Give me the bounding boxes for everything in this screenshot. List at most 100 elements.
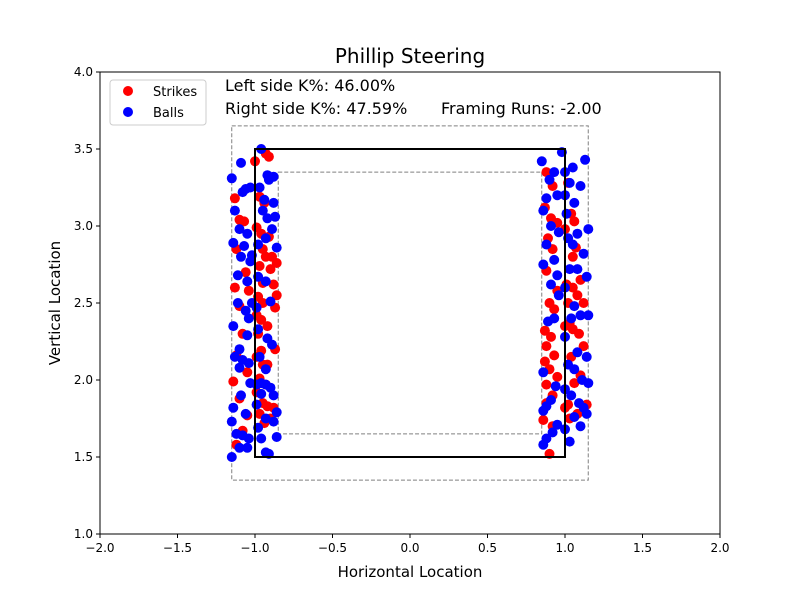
balls-point-40 <box>254 182 265 193</box>
balls-point-27 <box>236 390 246 401</box>
legend-box <box>109 79 207 126</box>
strikes-point-68 <box>549 350 560 361</box>
balls-point-126 <box>569 364 580 375</box>
balls-point-21 <box>234 344 245 355</box>
balls-point-52 <box>260 276 271 287</box>
balls-point-17 <box>240 305 251 316</box>
plot-area <box>100 72 720 534</box>
strikes-point-30 <box>268 279 279 290</box>
balls-point-1 <box>236 157 246 168</box>
x-tick-label-3: −0.5 <box>318 541 347 555</box>
y-tick-label-3: 2.5 <box>74 296 93 310</box>
strikes-point-97 <box>569 378 580 389</box>
balls-point-110 <box>583 224 594 235</box>
balls-point-29 <box>240 408 251 419</box>
balls-point-15 <box>232 298 243 308</box>
balls-point-20 <box>242 330 253 341</box>
balls-point-71 <box>256 433 267 444</box>
strikes-point-27 <box>254 261 265 271</box>
x-tick-label-4: 0.0 <box>400 541 419 555</box>
legend-marker-strikes <box>123 86 133 96</box>
balls-point-75 <box>536 156 547 167</box>
balls-point-123 <box>572 347 583 358</box>
y-tick-label-2: 2.0 <box>74 373 93 387</box>
balls-point-86 <box>552 270 563 281</box>
balls-point-113 <box>578 248 589 259</box>
balls-point-54 <box>265 296 276 307</box>
strikes-point-94 <box>578 341 589 352</box>
balls-point-47 <box>267 224 277 235</box>
balls-point-92 <box>550 381 561 392</box>
balls-point-81 <box>546 221 556 231</box>
balls-point-25 <box>234 362 245 373</box>
balls-point-8 <box>228 237 239 248</box>
balls-point-84 <box>549 254 560 265</box>
balls-point-6 <box>234 224 245 235</box>
strikes-point-93 <box>574 328 584 339</box>
balls-point-105 <box>580 154 591 165</box>
strikes-point-66 <box>546 331 556 342</box>
balls-point-108 <box>561 208 572 219</box>
balls-point-11 <box>236 251 246 262</box>
balls-point-65 <box>268 390 279 401</box>
right-k-annotation: Right side K%: 47.59% <box>225 99 407 118</box>
balls-point-133 <box>581 408 592 419</box>
x-tick-label-8: 2.0 <box>710 541 729 555</box>
strikes-point-67 <box>541 341 552 352</box>
balls-point-42 <box>259 194 270 205</box>
balls-point-76 <box>544 174 555 185</box>
strikes-point-10 <box>242 367 253 378</box>
legend-marker-balls <box>123 107 133 117</box>
legend-label-strikes: Strikes <box>153 85 197 100</box>
framing-runs-annotation: Framing Runs: -2.00 <box>441 99 602 118</box>
balls-point-83 <box>541 239 552 250</box>
balls-point-4 <box>245 182 256 193</box>
balls-point-80 <box>538 205 549 216</box>
x-axis-label: Horizontal Location <box>338 563 483 581</box>
inner-zone-rect <box>277 171 543 435</box>
balls-point-95 <box>538 405 549 416</box>
balls-point-96 <box>552 419 563 430</box>
strikes-point-5 <box>229 282 240 293</box>
strikes-point-75 <box>538 415 549 425</box>
balls-point-24 <box>243 358 254 369</box>
points-layer <box>226 144 594 462</box>
strikes-point-36 <box>262 321 273 332</box>
balls-point-44 <box>257 205 268 216</box>
balls-point-99 <box>538 439 549 450</box>
balls-point-107 <box>569 197 580 208</box>
balls-point-109 <box>572 228 583 239</box>
balls-point-45 <box>262 213 273 224</box>
legend-label-balls: Balls <box>153 106 184 121</box>
balls-point-14 <box>242 276 253 287</box>
balls-point-12 <box>245 256 256 267</box>
balls-point-64 <box>256 388 267 399</box>
x-tick-label-0: −2.0 <box>85 541 114 555</box>
balls-point-124 <box>581 351 592 362</box>
strikes-point-4 <box>240 267 251 278</box>
balls-point-79 <box>541 193 552 204</box>
balls-point-0 <box>226 173 237 184</box>
balls-point-18 <box>243 313 254 324</box>
strikes-point-28 <box>265 264 276 275</box>
balls-point-28 <box>228 402 239 413</box>
balls-point-43 <box>268 197 279 208</box>
balls-point-78 <box>552 190 563 201</box>
balls-point-82 <box>553 227 564 238</box>
balls-point-49 <box>260 233 271 244</box>
outer-zone-rect <box>231 125 589 481</box>
y-tick-label-0: 1.0 <box>74 527 93 541</box>
balls-point-41 <box>268 171 279 182</box>
x-tick-label-5: 0.5 <box>478 541 497 555</box>
balls-point-66 <box>251 399 262 410</box>
strikes-point-2 <box>239 216 250 227</box>
balls-point-135 <box>575 421 586 432</box>
strikes-point-52 <box>271 290 282 301</box>
balls-point-34 <box>234 442 245 453</box>
strikes-point-69 <box>539 356 550 367</box>
strikes-point-64 <box>549 304 560 315</box>
y-axis-label: Vertical Location <box>46 241 64 365</box>
strikes-point-35 <box>256 314 267 325</box>
x-tick-label-7: 1.5 <box>633 541 652 555</box>
strikes-point-83 <box>567 251 578 262</box>
